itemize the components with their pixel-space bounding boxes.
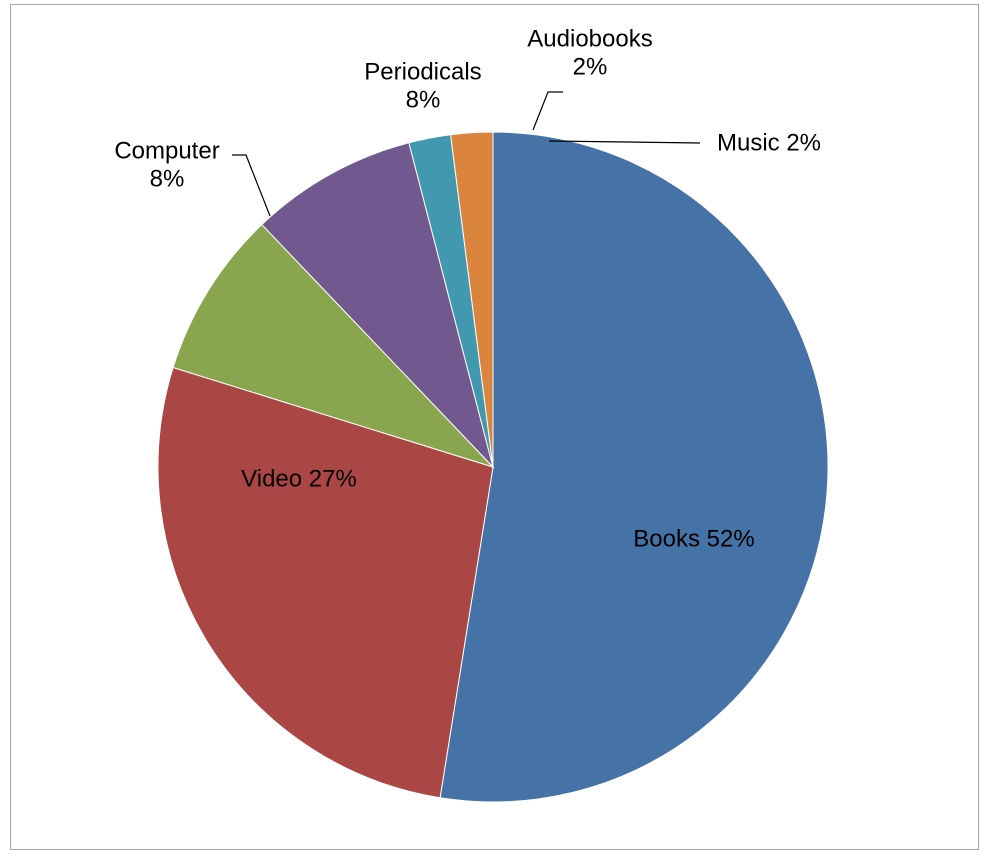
data-label-music: Music 2% <box>717 129 821 156</box>
data-label-line: Computer <box>114 137 219 164</box>
data-label-line: Audiobooks <box>527 25 652 52</box>
data-label-line: 8% <box>406 86 441 113</box>
data-label-books: Books 52% <box>633 525 754 552</box>
pie-slice-books <box>439 131 829 803</box>
data-label-audiobooks: Audiobooks 2% <box>527 25 652 80</box>
data-label-computer: Computer 8% <box>114 137 219 192</box>
data-label-line: 2% <box>573 53 608 80</box>
data-label-line: Video 27% <box>241 465 357 492</box>
leader-line-computer <box>232 154 271 217</box>
data-label-video: Video 27% <box>241 465 357 492</box>
leader-line-music <box>548 140 701 144</box>
pie-outline <box>157 131 829 803</box>
data-label-line: Periodicals <box>364 58 481 85</box>
data-label-line: Music 2% <box>717 129 821 156</box>
data-label-line: 8% <box>150 165 185 192</box>
data-label-periodicals: Periodicals 8% <box>364 58 481 113</box>
leader-line-audiobooks <box>532 91 563 131</box>
data-label-line: Books 52% <box>633 525 754 552</box>
